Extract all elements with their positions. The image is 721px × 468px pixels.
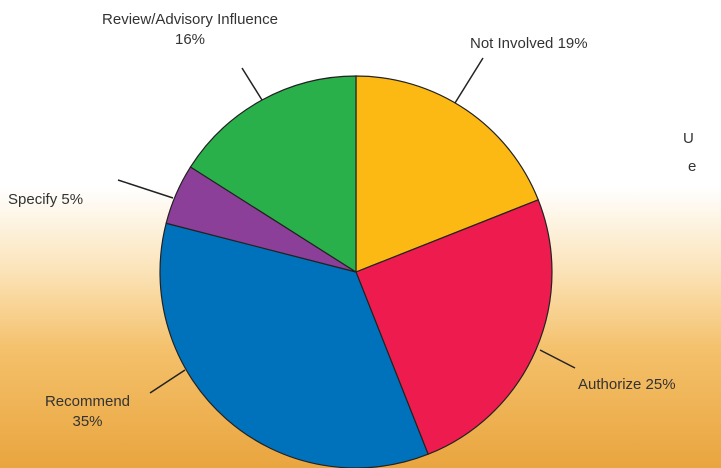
leader-line bbox=[455, 58, 483, 103]
slice-name: Recommend bbox=[45, 393, 130, 410]
annotation: e bbox=[688, 158, 696, 175]
leader-line bbox=[242, 68, 262, 100]
slice-label: Authorize 25% bbox=[578, 375, 718, 395]
slice-name: Not Involved bbox=[470, 35, 553, 52]
slice-name: Specify bbox=[8, 191, 57, 208]
slice-value-label: 16% bbox=[175, 31, 205, 48]
slice-value-label: 5% bbox=[61, 191, 83, 208]
slice-label: Recommend 35% bbox=[40, 392, 135, 432]
slice-name: Authorize bbox=[578, 376, 641, 393]
slice-label: Specify 5% bbox=[8, 190, 128, 210]
chart: Not Involved 19% Authorize 25% Recommend 3… bbox=[0, 0, 721, 468]
slice-name: Review/Advisory Influence bbox=[102, 11, 278, 28]
slice-value-label: 35% bbox=[72, 413, 102, 430]
slice-value-label: 19% bbox=[558, 35, 588, 52]
leader-line bbox=[150, 370, 185, 393]
annotation: U bbox=[683, 130, 694, 147]
slice-value-label: 25% bbox=[646, 376, 676, 393]
slice-label: Review/Advisory Influence 16% bbox=[100, 10, 280, 50]
slice-label: Not Involved 19% bbox=[470, 34, 670, 54]
leader-line bbox=[540, 350, 575, 368]
